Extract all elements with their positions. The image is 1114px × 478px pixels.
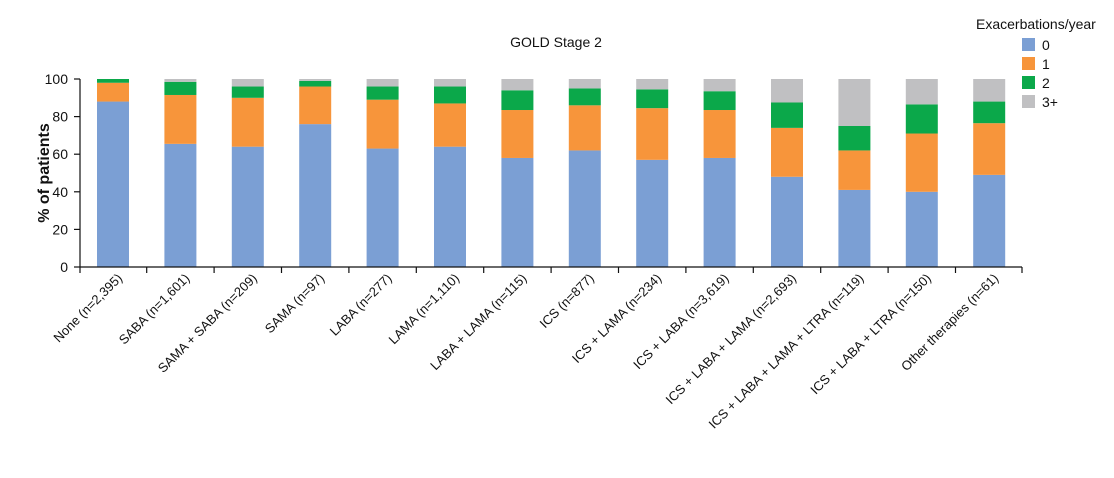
bar-segment-2-0 [97, 79, 129, 83]
chart-title: GOLD Stage 2 [510, 34, 602, 50]
bar-segment-1-0 [97, 82, 129, 102]
bar-segment-0-6 [501, 157, 534, 267]
bar-segment-1-10 [771, 127, 803, 177]
bar-segment-2-2 [231, 86, 264, 98]
legend-label-0: 0 [1042, 37, 1050, 53]
bar-segment-3plus-1 [164, 79, 197, 82]
bar-segment-3plus-5 [434, 79, 466, 87]
bar-segment-0-1 [164, 143, 197, 267]
bar-segment-1-13 [973, 123, 1006, 175]
bar-segment-0-13 [973, 174, 1006, 267]
y-tick-label-60: 60 [52, 146, 68, 162]
category-label-4: LABA (n=277) [327, 271, 395, 339]
bar-segment-1-7 [568, 105, 601, 151]
bar-segment-2-10 [771, 102, 803, 128]
bar-segment-0-2 [231, 146, 264, 267]
y-tick-label-0: 0 [60, 259, 68, 275]
bar-segment-3plus-3 [299, 79, 332, 81]
category-label-0: None (n=2,395) [50, 271, 125, 346]
bar-segment-0-4 [366, 148, 399, 267]
bar-segment-0-9 [703, 157, 736, 267]
legend-label-3: 3+ [1042, 94, 1058, 110]
bar-segment-0-5 [434, 146, 466, 267]
bar-segment-2-7 [568, 88, 601, 106]
plot-area: 0 20 40 60 80 100 None (n=2,395)SABA (n=1,601)… [45, 71, 1023, 432]
bar-segment-0-8 [636, 159, 669, 267]
category-label-12: ICS + LABA + LTRA (n=150) [807, 271, 934, 398]
bar-segment-1-3 [299, 86, 332, 125]
category-label-3: SAMA (n=97) [262, 271, 328, 337]
bar-segment-2-13 [973, 101, 1006, 124]
bar-segment-2-6 [501, 90, 534, 111]
bar-segment-3plus-9 [703, 79, 736, 92]
bar-segment-3plus-11 [838, 79, 871, 126]
bar-segment-0-7 [568, 150, 601, 267]
legend-swatch-1 [1022, 57, 1035, 70]
legend-label-1: 1 [1042, 56, 1050, 72]
bar-segment-3plus-8 [636, 79, 669, 90]
bar-segment-2-9 [703, 91, 736, 111]
bar-segment-2-4 [366, 86, 399, 100]
y-tick-label-80: 80 [52, 109, 68, 125]
legend-label-2: 2 [1042, 75, 1050, 91]
y-tick-label-40: 40 [52, 184, 68, 200]
category-label-5: LAMA (n=1,110) [386, 271, 463, 348]
y-tick-label-20: 20 [52, 221, 68, 237]
legend-swatch-0 [1022, 38, 1035, 51]
bar-segment-3plus-13 [973, 79, 1006, 102]
legend-swatch-3 [1022, 95, 1035, 108]
bar-segment-1-1 [164, 94, 197, 144]
category-label-1: SABA (n=1,601) [116, 271, 193, 348]
bar-segment-2-3 [299, 80, 332, 87]
y-axis-label: % of patients [36, 123, 53, 223]
bar-segment-3plus-6 [501, 79, 534, 91]
category-label-10: ICS + LABA + LAMA (n=2,693) [663, 271, 800, 408]
y-tick-label-100: 100 [45, 71, 69, 87]
bar-segment-1-4 [366, 99, 399, 149]
bar-segment-3plus-12 [905, 79, 938, 105]
bar-segment-2-12 [905, 104, 938, 134]
legend: 0 1 2 3+ [1022, 37, 1058, 110]
bar-segment-1-5 [434, 103, 466, 147]
bar-segment-2-1 [164, 81, 197, 95]
legend-swatch-2 [1022, 76, 1035, 89]
bar-segment-2-5 [434, 86, 466, 104]
bar-segment-0-3 [299, 124, 332, 268]
bar-segment-1-8 [636, 108, 669, 160]
bar-segment-3plus-10 [771, 79, 803, 103]
bar-segment-3plus-7 [568, 79, 601, 89]
bar-segment-0-10 [771, 176, 803, 267]
category-label-7: ICS (n=877) [536, 271, 596, 331]
bar-segment-1-2 [231, 97, 264, 147]
legend-title: Exacerbations/year [976, 16, 1096, 32]
bar-segment-0-11 [838, 189, 871, 267]
bar-segment-1-12 [905, 133, 938, 192]
bar-segment-1-9 [703, 110, 736, 158]
bar-segment-1-6 [501, 110, 534, 158]
bar-segment-1-11 [838, 150, 871, 190]
bar-segment-0-12 [905, 191, 938, 267]
bar-segment-2-11 [838, 126, 871, 151]
bar-segment-0-0 [97, 101, 129, 267]
bar-segment-3plus-2 [231, 79, 264, 87]
bar-segment-2-8 [636, 89, 669, 109]
bar-segment-3plus-4 [366, 79, 399, 87]
